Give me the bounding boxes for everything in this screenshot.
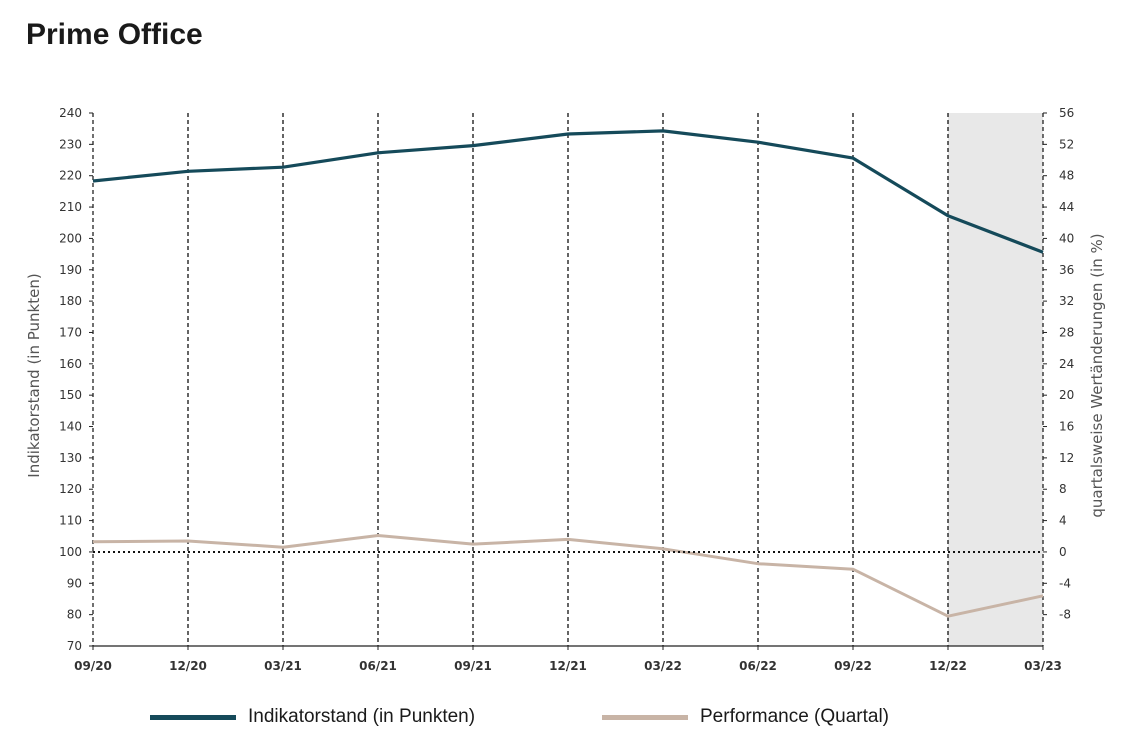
x-tick-label: 09/21 — [454, 659, 492, 673]
right-tick-label: 52 — [1059, 137, 1074, 151]
left-tick-label: 190 — [59, 263, 82, 277]
right-tick-label: 36 — [1059, 263, 1074, 277]
right-axis-label: quartalsweise Wertänderungen (in %) — [1088, 233, 1106, 517]
x-tick-label: 06/21 — [359, 659, 397, 673]
right-tick-label: 12 — [1059, 451, 1074, 465]
left-tick-label: 240 — [59, 106, 82, 120]
left-tick-label: 210 — [59, 200, 82, 214]
right-tick-label: -4 — [1059, 576, 1071, 590]
left-tick-label: 100 — [59, 545, 82, 559]
left-tick-label: 160 — [59, 357, 82, 371]
vertical-gridlines — [187, 113, 949, 646]
left-tick-label: 70 — [67, 639, 82, 653]
right-tick-label: 20 — [1059, 388, 1074, 402]
line-chart: 7080901001101201301401501601701801902002… — [25, 106, 1106, 673]
left-tick-label: 200 — [59, 231, 82, 245]
x-tick-label: 12/20 — [169, 659, 207, 673]
left-tick-label: 110 — [59, 514, 82, 528]
right-tick-label: 0 — [1059, 545, 1067, 559]
right-tick-label: 44 — [1059, 200, 1074, 214]
right-tick-label: 56 — [1059, 106, 1074, 120]
series-lines — [92, 129, 1044, 618]
x-axis-ticks: 09/20 12/20 03/21 06/21 09/21 12/21 03/22 06/22… — [74, 646, 1062, 673]
chart-title: Prime Office — [26, 18, 203, 51]
x-tick-label: 09/22 — [834, 659, 872, 673]
legend-item-indicator: Indikatorstand (in Punkten) — [150, 700, 475, 734]
x-tick-label: 03/22 — [644, 659, 682, 673]
left-tick-label: 120 — [59, 482, 82, 496]
legend-swatch-performance — [602, 714, 688, 720]
forecast-shaded-region — [948, 113, 1043, 646]
left-axis-label: Indikatorstand (in Punkten) — [25, 273, 43, 477]
right-tick-label: 48 — [1059, 169, 1074, 183]
x-tick-label: 03/23 — [1024, 659, 1062, 673]
x-tick-label: 03/21 — [264, 659, 302, 673]
right-tick-label: 40 — [1059, 231, 1074, 245]
left-tick-label: 130 — [59, 451, 82, 465]
left-tick-label: 150 — [59, 388, 82, 402]
right-tick-label: -8 — [1059, 608, 1071, 622]
legend-label-indicator: Indikatorstand (in Punkten) — [248, 706, 476, 727]
right-tick-label: 4 — [1059, 514, 1067, 528]
right-tick-label: 28 — [1059, 325, 1074, 339]
legend-item-performance: Performance (Quartal) — [602, 700, 889, 734]
left-axis-ticks: 70 80 90 100 110 120 130 140 150 160 170 180 190 200 2… — [59, 106, 93, 653]
left-tick-label: 90 — [67, 576, 82, 590]
legend-swatch-indicator — [150, 714, 236, 720]
left-tick-label: 170 — [59, 325, 82, 339]
left-tick-label: 220 — [59, 169, 82, 183]
right-tick-label: 24 — [1059, 357, 1074, 371]
left-tick-label: 140 — [59, 420, 82, 434]
right-tick-label: 32 — [1059, 294, 1074, 308]
right-tick-label: 8 — [1059, 482, 1067, 496]
left-tick-label: 80 — [67, 608, 82, 622]
left-tick-label: 180 — [59, 294, 82, 308]
legend-label-performance: Performance (Quartal) — [700, 706, 890, 727]
legend: Indikatorstand (in Punkten) Performance … — [0, 700, 1129, 734]
x-tick-label: 12/22 — [929, 659, 967, 673]
left-tick-label: 230 — [59, 137, 82, 151]
x-tick-label: 12/21 — [549, 659, 587, 673]
x-tick-label: 09/20 — [74, 659, 112, 673]
x-tick-label: 06/22 — [739, 659, 777, 673]
right-tick-label: 16 — [1059, 420, 1074, 434]
